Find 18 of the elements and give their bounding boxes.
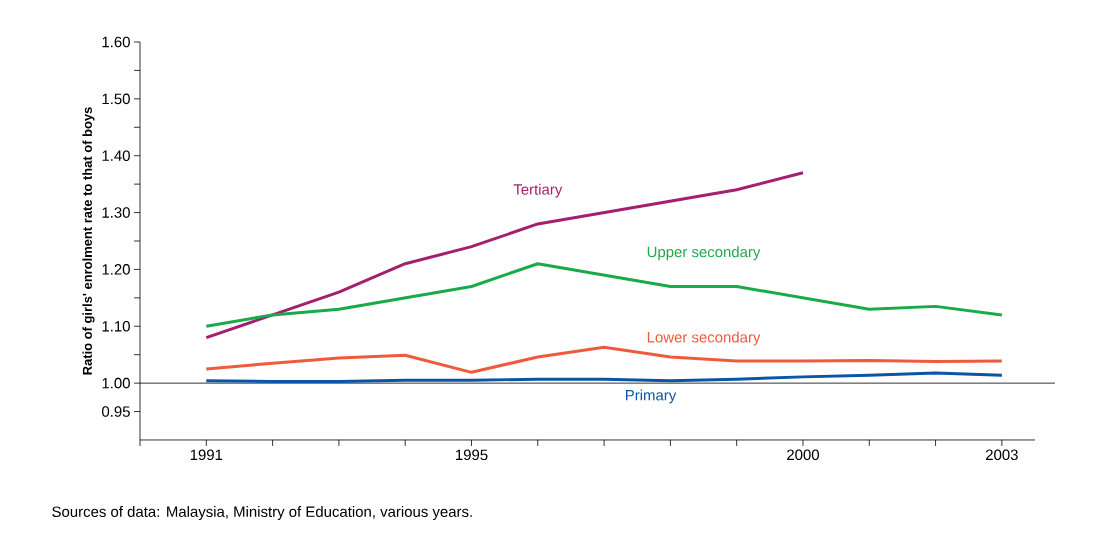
series-label: Tertiary	[513, 183, 563, 198]
y-tick-label: 1.10	[102, 320, 130, 332]
x-tick-label: 1991	[190, 449, 223, 461]
x-tick-label: 2003	[985, 449, 1018, 461]
series-label: Lower secondary	[647, 331, 761, 346]
y-tick-label: 1.00	[102, 377, 130, 389]
y-tick-label: 1.60	[102, 36, 130, 48]
y-tick-label: 1.30	[102, 207, 130, 218]
y-axis-title: Ratio of girls' enrolment rate to that of boys	[82, 107, 95, 375]
series-label: Upper secondary	[647, 246, 761, 261]
x-tick-label: 1995	[456, 449, 488, 461]
y-tick-label: 1.40	[102, 150, 130, 161]
y-tick-label: 1.20	[102, 264, 130, 275]
y-tick-label: 0.95	[101, 406, 130, 417]
x-tick-label: 2000	[787, 449, 819, 461]
source-note: Sources of data: Malaysia, Ministry of Education, various years.	[52, 506, 472, 520]
series-label: Primary	[625, 389, 677, 404]
y-tick-label: 1.50	[102, 93, 130, 105]
